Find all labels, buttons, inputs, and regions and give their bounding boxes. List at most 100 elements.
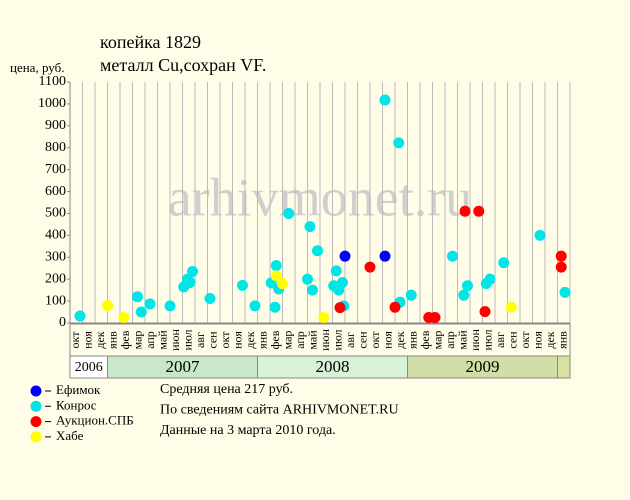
point <box>534 229 546 241</box>
point <box>498 257 510 269</box>
point <box>304 221 316 233</box>
legend-marker <box>30 416 42 428</box>
x-tick-label: июн <box>318 329 332 351</box>
point <box>204 292 216 304</box>
x-tick-label: окт <box>218 331 232 349</box>
point <box>277 278 288 290</box>
x-tick-label: янв <box>556 331 570 349</box>
x-tick-label: апр <box>143 331 157 349</box>
point <box>555 261 567 273</box>
point <box>312 245 323 257</box>
x-tick-label: дек <box>543 331 557 348</box>
y-axis-label: цена, руб. <box>10 60 64 75</box>
point <box>249 300 261 312</box>
point <box>379 250 391 262</box>
point <box>555 250 567 262</box>
point <box>270 260 282 272</box>
point <box>339 250 351 262</box>
point <box>330 265 342 277</box>
point <box>559 286 571 298</box>
x-tick-label: ноя <box>231 331 245 349</box>
y-tick-label: 200 <box>45 271 66 286</box>
point <box>462 280 473 292</box>
year-label: 2009 <box>466 357 500 376</box>
point <box>184 276 196 288</box>
x-tick-label: сен <box>506 331 520 349</box>
y-tick-label: 0 <box>59 315 66 330</box>
note: Данные на 3 марта 2010 года. <box>160 423 336 438</box>
point <box>132 291 143 303</box>
x-tick-label: дек <box>243 331 257 348</box>
x-tick-label: ноя <box>531 331 545 349</box>
x-tick-label: фев <box>118 330 132 349</box>
x-tick-label: дек <box>393 331 407 348</box>
point <box>102 299 113 311</box>
point <box>334 302 346 314</box>
x-tick-label: мар <box>131 331 145 350</box>
y-tick-label: 300 <box>45 249 66 264</box>
point <box>389 301 401 313</box>
y-tick-label: 700 <box>45 162 66 177</box>
x-tick-label: янв <box>256 331 270 349</box>
legend-marker <box>30 400 42 412</box>
point <box>307 284 318 296</box>
note: По сведениям сайта ARHIVMONET.RU <box>160 403 399 418</box>
point <box>269 301 281 313</box>
y-tick-label: 800 <box>45 140 66 155</box>
x-tick-label: ноя <box>381 331 395 349</box>
point <box>484 273 496 285</box>
x-tick-label: июл <box>331 329 345 350</box>
x-tick-label: авг <box>343 332 357 348</box>
month-row <box>69 323 571 358</box>
x-tick-label: окт <box>368 331 382 349</box>
chart-subtitle: металл Cu,сохран VF. <box>100 55 266 75</box>
x-tick-label: май <box>306 330 320 350</box>
x-tick-label: янв <box>406 331 420 349</box>
point <box>237 279 248 291</box>
point <box>118 312 130 324</box>
x-tick-label: июл <box>481 329 495 350</box>
point <box>364 261 376 273</box>
x-tick-label: мар <box>281 331 295 350</box>
x-tick-label: авг <box>193 332 207 348</box>
point <box>473 205 485 217</box>
x-tick-label: окт <box>68 331 82 349</box>
y-tick-label: 900 <box>45 118 66 133</box>
point <box>187 266 198 278</box>
y-tick-label: 600 <box>45 184 66 199</box>
x-tick-label: июн <box>468 329 482 351</box>
point <box>459 205 471 217</box>
x-tick-label: сен <box>356 331 370 349</box>
point <box>135 306 147 318</box>
year-label: 2006 <box>75 360 103 375</box>
point <box>405 289 417 301</box>
y-tick-label: 1000 <box>38 96 66 111</box>
x-tick-label: дек <box>93 331 107 348</box>
point <box>429 312 441 324</box>
point <box>447 250 458 262</box>
y-tick-label: 100 <box>45 293 66 308</box>
point <box>270 270 282 282</box>
point <box>479 306 491 318</box>
x-tick-label: янв <box>106 331 120 349</box>
y-tick-label: 500 <box>45 206 66 221</box>
point <box>144 298 156 310</box>
x-tick-label: апр <box>293 331 307 349</box>
x-tick-label: апр <box>443 331 457 349</box>
x-tick-label: май <box>156 330 170 350</box>
legend-marker <box>30 385 42 397</box>
point <box>379 94 391 106</box>
x-tick-label: июн <box>168 329 182 351</box>
point <box>458 289 470 301</box>
year-label: 2008 <box>316 357 350 376</box>
year-label: 2007 <box>166 357 201 376</box>
point <box>283 207 295 219</box>
point <box>164 300 176 312</box>
y-tick-label: 1100 <box>39 74 66 89</box>
legend-label: Хабе <box>56 428 84 443</box>
x-tick-label: авг <box>493 332 507 348</box>
x-tick-label: мар <box>431 331 445 350</box>
point <box>302 273 313 285</box>
point <box>318 312 330 324</box>
